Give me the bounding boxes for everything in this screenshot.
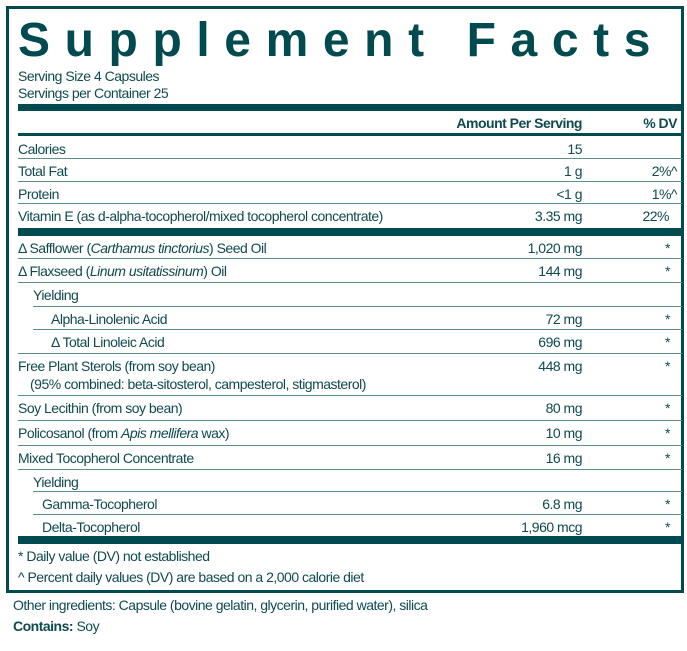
table-row: Policosanol (from Apis mellifera wax) 10… — [18, 421, 682, 446]
other-ingredients: Other ingredients: Capsule (bovine gelat… — [13, 597, 428, 613]
table-header: Amount Per Serving % DV — [18, 111, 682, 136]
nutrient-subtext: (95% combined: beta-sitosterol, campeste… — [30, 376, 366, 392]
supplement-facts-panel: Supplement Facts Serving Size 4 Capsules… — [6, 6, 684, 593]
footnote-dv: * Daily value (DV) not established — [18, 548, 210, 564]
table-row: Δ Total Linoleic Acid 696 mg * — [18, 330, 682, 354]
nutrient-name: Δ Flaxseed (Linum usitatissinum) Oil — [18, 263, 227, 279]
table-row: Gamma-Tocopherol 6.8 mg * — [33, 492, 682, 515]
nutrient-amount: 80 mg — [545, 400, 583, 416]
nutrient-amount: 10 mg — [545, 425, 583, 441]
table-row: Total Fat 1 g 2%^ — [18, 159, 682, 182]
nutrient-dv: * — [665, 400, 670, 416]
nutrient-amount: 1,020 mg — [527, 240, 583, 256]
nutrient-dv: 2%^ — [651, 163, 678, 179]
nutrient-dv: * — [665, 358, 670, 374]
nutrient-name: Policosanol (from Apis mellifera wax) — [18, 425, 230, 441]
contains-value: Soy — [73, 618, 100, 634]
nutrient-amount: 144 mg — [538, 263, 582, 279]
nutrient-dv: * — [665, 334, 670, 350]
table-row: Protein <1 g 1%^ — [18, 182, 682, 204]
table-row: Mixed Tocopherol Concentrate 16 mg * — [18, 446, 682, 470]
table-row: Free Plant Sterols (from soy bean) (95% … — [18, 354, 682, 396]
nutrient-amount: 72 mg — [545, 311, 583, 327]
nutrient-name: Free Plant Sterols (from soy bean) — [18, 358, 215, 374]
contains-label: Contains: — [13, 618, 74, 634]
amount-header: Amount Per Serving — [456, 115, 582, 131]
nutrient-dv: 22% — [642, 208, 669, 224]
nutrient-amount: 448 mg — [538, 358, 582, 374]
nutrient-amount: 1 g — [564, 163, 582, 179]
yielding-label: Yielding — [33, 474, 79, 490]
nutrient-dv: * — [665, 311, 670, 327]
nutrient-amount: 15 — [567, 141, 582, 157]
nutrient-name: Soy Lecithin (from soy bean) — [18, 400, 183, 416]
table-row: Soy Lecithin (from soy bean) 80 mg * — [18, 396, 682, 421]
dv-header: % DV — [643, 115, 677, 131]
nutrient-amount: <1 g — [556, 186, 582, 202]
nutrient-name: Alpha-Linolenic Acid — [51, 311, 168, 327]
table-row: Vitamin E (as d-alpha-tocopherol/mixed t… — [18, 204, 682, 228]
contains-line: Contains: Soy — [13, 616, 100, 636]
yielding-label: Yielding — [33, 287, 79, 303]
table-row: Alpha-Linolenic Acid 72 mg * — [33, 307, 682, 330]
nutrient-dv: 1%^ — [651, 186, 678, 202]
divider-bar — [18, 104, 682, 111]
nutrient-name: Calories — [18, 141, 66, 157]
panel-title: Supplement Facts — [18, 14, 666, 67]
nutrient-amount: 6.8 mg — [542, 496, 582, 512]
nutrient-amount: 3.35 mg — [534, 208, 583, 224]
divider-bar — [18, 228, 682, 236]
table-row: Delta-Tocopherol 1,960 mcg * — [18, 515, 682, 536]
nutrient-name: Δ Total Linoleic Acid — [51, 334, 165, 350]
nutrient-name: Gamma-Tocopherol — [42, 496, 157, 512]
footnote-percent: ^ Percent daily values (DV) are based on… — [18, 569, 364, 585]
nutrient-amount: 16 mg — [545, 450, 583, 466]
table-row: Calories 15 — [18, 137, 682, 159]
table-row: Yielding — [33, 283, 682, 307]
nutrient-dv: * — [665, 496, 670, 512]
nutrient-name: Protein — [18, 186, 59, 202]
table-row: Δ Flaxseed (Linum usitatissinum) Oil 144… — [18, 259, 682, 283]
nutrient-dv: * — [665, 450, 670, 466]
servings-per-container: Servings per Container 25 — [18, 85, 169, 101]
table-row: Δ Safflower (Carthamus tinctorius) Seed … — [18, 236, 682, 259]
nutrient-amount: 696 mg — [538, 334, 582, 350]
nutrient-name: Delta-Tocopherol — [42, 519, 140, 535]
nutrient-amount: 1,960 mcg — [521, 519, 582, 535]
nutrient-name: Mixed Tocopherol Concentrate — [18, 450, 194, 466]
nutrient-name: Vitamin E (as d-alpha-tocopherol/mixed t… — [18, 208, 383, 224]
nutrient-dv: * — [665, 263, 670, 279]
nutrient-name: Total Fat — [18, 163, 68, 179]
nutrient-name: Δ Safflower (Carthamus tinctorius) Seed … — [18, 240, 267, 256]
serving-size: Serving Size 4 Capsules — [18, 68, 160, 84]
nutrient-dv: * — [665, 240, 670, 256]
divider-bar — [18, 536, 682, 544]
nutrient-dv: * — [665, 519, 670, 535]
nutrient-dv: * — [665, 425, 670, 441]
table-row: Yielding — [33, 470, 682, 492]
